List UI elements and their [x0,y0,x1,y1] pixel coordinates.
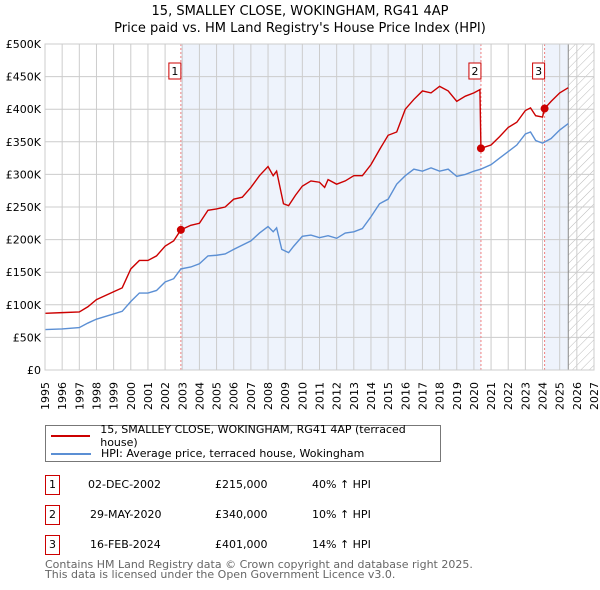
y-tick-label: £150K [6,266,42,279]
property-price-line [44,85,569,314]
legend-label-property: 15, SMALLEY CLOSE, WOKINGHAM, RG41 4AP (… [100,422,406,449]
sale-point [476,144,485,153]
x-tick-label: 2019 [451,382,464,410]
y-tick-label: £0 [27,364,41,377]
y-tick-label: £450K [6,71,42,84]
x-tick-label: 1995 [39,382,52,410]
x-tick-label: 2010 [296,382,309,410]
y-tick-label: £500K [6,38,42,51]
legend-swatch-property [51,434,91,437]
sale-hpi: 14% ↑ HPI [312,538,371,551]
x-tick-label: 2017 [416,382,429,410]
sale-date: 02-DEC-2002 [88,478,162,491]
sale-label: 1 [171,65,178,78]
sale-date: 16-FEB-2024 [90,538,161,551]
x-tick-label: 1996 [56,382,69,410]
sale-badge: 1 [45,475,60,495]
x-tick-label: 2007 [245,382,258,410]
x-tick-label: 2026 [571,382,584,410]
x-tick-label: 2018 [434,382,447,410]
sale-badge: 3 [45,535,60,555]
y-tick-label: £350K [6,136,42,149]
y-tick-label: £200K [6,234,42,247]
x-tick-label: 2016 [399,382,412,410]
sale-label: 3 [535,65,542,78]
x-tick-label: 2005 [211,382,224,410]
sale-label: 2 [471,65,478,78]
x-tick-label: 2013 [348,382,361,410]
x-tick-label: 2015 [382,382,395,410]
x-tick-label: 2000 [125,382,138,410]
x-tick-label: 2003 [176,382,189,410]
x-tick-label: 2009 [279,382,292,410]
x-tick-label: 1997 [73,382,86,410]
x-tick-label: 2002 [159,382,172,410]
x-tick-label: 1998 [90,382,103,410]
chart: 1995 1996 1997 1998 1999 2000 2001 2002 2003 2004… [6,38,600,410]
legend: 15, SMALLEY CLOSE, WOKINGHAM, RG41 4AP (… [45,422,441,462]
sale-row: 2 29-MAY-2020 £340,000 10% ↑ HPI [45,505,465,525]
legend-swatch-hpi [51,452,91,455]
sale-price: £401,000 [215,538,268,551]
title: 15, SMALLEY CLOSE, WOKINGHAM, RG41 4AP [151,4,449,19]
x-tick-label: 2014 [365,382,378,410]
sale-row: 1 02-DEC-2002 £215,000 40% ↑ HPI [45,475,465,495]
footer-line-1: Contains HM Land Registry data © Crown c… [45,558,473,571]
x-tick-label: 2011 [314,382,327,410]
x-tick-label: 2004 [193,382,206,410]
sale-label-box [532,62,546,80]
y-tick-label: £100K [6,299,42,312]
hpi-line [44,122,569,331]
y-tick-label: £400K [6,103,42,116]
sale-hpi: 10% ↑ HPI [312,508,371,521]
x-tick-label: 2024 [537,382,550,410]
x-tick-label: 2020 [468,382,481,410]
y-tick-label: £50K [13,331,42,344]
sale-date: 29-MAY-2020 [90,508,162,521]
x-tick-label: 2012 [331,382,344,410]
sale-label-box [468,62,482,80]
subtitle: Price paid vs. HM Land Registry's House … [114,21,486,36]
x-tick-label: 2021 [485,382,498,410]
x-tick-label: 1999 [108,382,121,410]
x-tick-label: 2001 [142,382,155,410]
x-tick-label: 2008 [262,382,275,410]
x-tick-label: 2027 [588,382,600,410]
x-tick-label: 2025 [554,382,567,410]
chart-title: 15, SMALLEY CLOSE, WOKINGHAM, RG41 4AP P… [0,3,600,37]
sale-price: £215,000 [215,478,268,491]
footer-line-2: This data is licensed under the Open Gov… [45,568,396,581]
sale-label-box [168,62,182,80]
sale-point [176,225,185,234]
sale-point [540,104,549,113]
x-tick-label: 2023 [519,382,532,410]
sale-row: 3 16-FEB-2024 £401,000 14% ↑ HPI [45,535,465,555]
footer: Contains HM Land Registry data © Crown c… [45,558,473,581]
y-tick-label: £250K [6,201,42,214]
sale-price: £340,000 [215,508,268,521]
legend-label-hpi: HPI: Average price, terraced house, Woki… [101,447,365,460]
sale-hpi: 40% ↑ HPI [312,478,371,491]
y-tick-label: £300K [6,168,42,181]
sale-badge: 2 [45,505,60,525]
x-tick-label: 2022 [502,382,515,410]
plot-frame [44,43,595,371]
x-tick-label: 2006 [228,382,241,410]
